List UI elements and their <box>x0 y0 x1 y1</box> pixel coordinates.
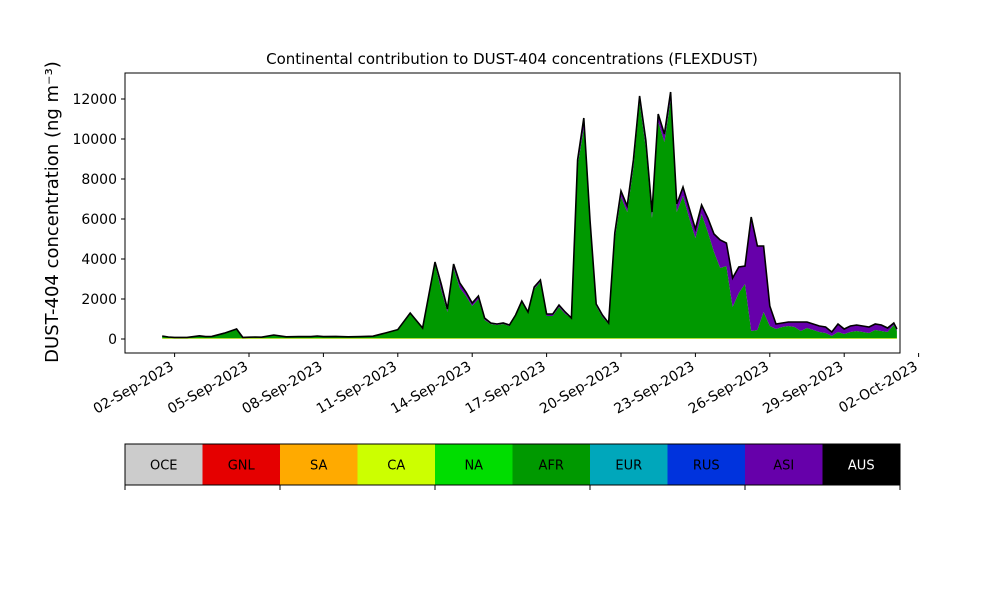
y-tick-label: 10000 <box>72 132 117 148</box>
y-axis-label: DUST-404 concentration (ng m⁻³) <box>42 61 63 363</box>
x-tick-label: 02-Oct-2023 <box>836 359 920 417</box>
plot-area <box>162 92 897 339</box>
y-tick-label: 12000 <box>72 92 117 108</box>
x-tick-label: 14-Sep-2023 <box>388 359 474 418</box>
legend-label-rus: RUS <box>693 459 720 474</box>
x-tick-label: 26-Sep-2023 <box>686 359 772 418</box>
legend-label-gnl: GNL <box>228 459 256 474</box>
y-tick-label: 2000 <box>81 292 117 308</box>
legend-label-ca: CA <box>387 459 405 474</box>
legend-label-afr: AFR <box>539 459 564 474</box>
x-tick-label: 02-Sep-2023 <box>91 359 177 418</box>
y-tick-label: 4000 <box>81 252 117 268</box>
legend-label-asi: ASI <box>773 459 794 474</box>
x-tick-label: 29-Sep-2023 <box>760 359 846 418</box>
legend-label-oce: OCE <box>150 459 178 474</box>
legend-label-eur: EUR <box>615 459 642 474</box>
legend-colorbar: OCE GNL SA CA NA AFR EUR RUS ASI AUS <box>125 444 901 490</box>
x-tick-label: 08-Sep-2023 <box>240 359 326 418</box>
x-tick-label: 23-Sep-2023 <box>612 359 698 418</box>
axes-frame <box>125 73 900 353</box>
y-tick-label: 0 <box>108 332 117 348</box>
legend-label-na: NA <box>464 459 483 474</box>
x-tick-label: 11-Sep-2023 <box>314 359 400 418</box>
total-outline <box>162 92 897 337</box>
area-asi <box>162 92 897 337</box>
axes: 0 2000 4000 6000 8000 10000 12000 02-Sep-202305… <box>72 73 920 417</box>
y-tick-label: 8000 <box>81 172 117 188</box>
legend-label-aus: AUS <box>848 459 875 474</box>
legend-label-sa: SA <box>310 459 327 474</box>
x-tick-label: 20-Sep-2023 <box>537 359 623 418</box>
x-tick-label: 05-Sep-2023 <box>165 359 251 418</box>
chart-title: Continental contribution to DUST-404 con… <box>266 50 758 68</box>
y-tick-label: 6000 <box>81 212 117 228</box>
x-tick-label: 17-Sep-2023 <box>463 359 549 418</box>
